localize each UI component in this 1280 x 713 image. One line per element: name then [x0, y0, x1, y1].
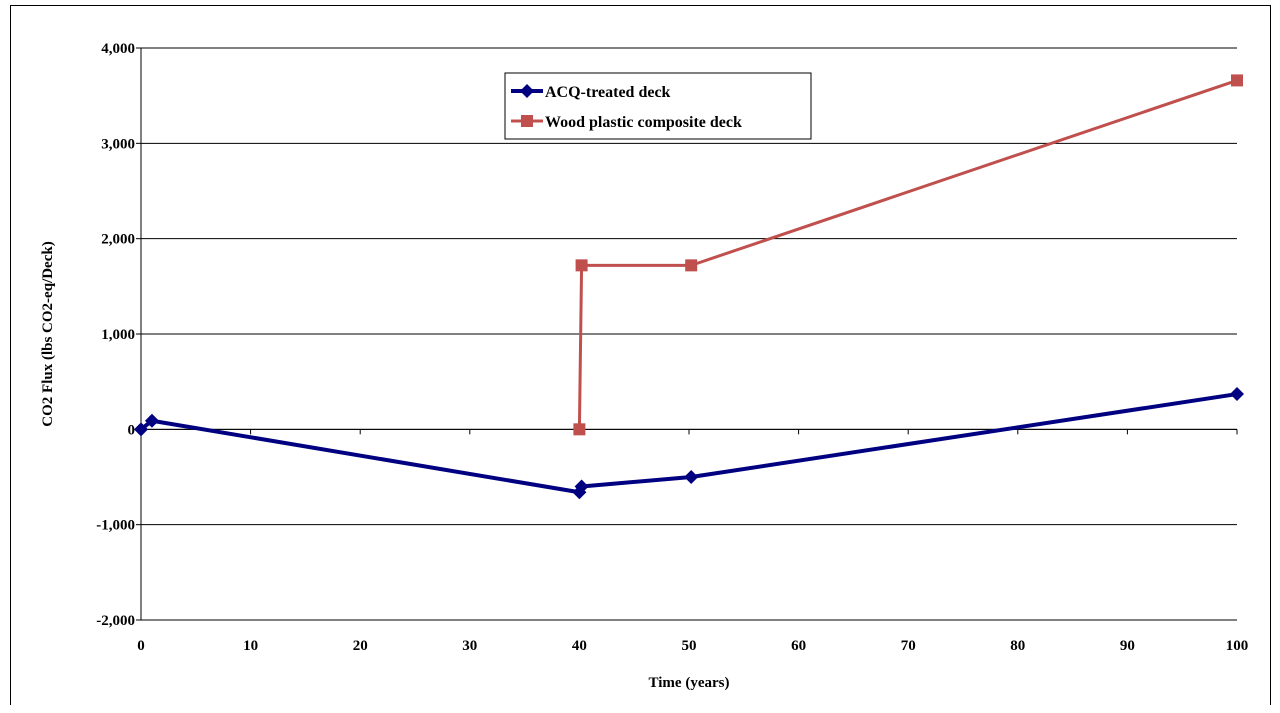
x-tick-label-8: 80	[1010, 638, 1025, 654]
y-tick-label-2: 0	[128, 422, 136, 438]
legend-swatch-marker-1	[521, 115, 533, 127]
x-tick-label-5: 50	[682, 638, 697, 654]
y-axis-title: CO2 Flux (lbs CO2-eq/Deck)	[40, 241, 56, 426]
x-tick-label-6: 60	[791, 638, 806, 654]
y-tick-label-3: 1,000	[101, 327, 135, 343]
series-group	[134, 74, 1244, 500]
series-1	[573, 74, 1243, 436]
series-0-point-4	[684, 470, 699, 484]
y-tick-label-1: -1,000	[96, 518, 135, 534]
legend-box	[504, 72, 812, 140]
series-1-line	[577, 78, 1238, 430]
x-tick-labels: 0 10 20 30 40 50 60 70 80 90 100	[137, 638, 1248, 654]
legend-swatch-marker-0	[520, 84, 534, 98]
x-tick-label-7: 70	[901, 638, 916, 654]
series-1-point-2	[685, 259, 698, 272]
series-0-point-0	[134, 422, 148, 437]
legend-label-1: Wood plastic composite deck	[545, 114, 742, 131]
series-0-point-1	[144, 413, 159, 428]
y-tick-label-4: 2,000	[101, 232, 135, 248]
series-0	[134, 387, 1244, 500]
y-tick-label-5: 3,000	[101, 136, 135, 152]
series-1-point-0	[573, 423, 586, 436]
legend-label-0: ACQ-treated deck	[545, 84, 671, 101]
y-tick-label-6: 4,000	[101, 41, 135, 57]
x-tick-label-9: 90	[1120, 638, 1135, 654]
x-tick-label-0: 0	[137, 638, 145, 654]
x-axis-title: Time (years)	[649, 675, 730, 691]
x-tick-label-3: 30	[462, 638, 477, 654]
legend-items: ACQ-treated deck Wood plastic composite d…	[511, 84, 742, 131]
x-tick-label-1: 10	[243, 638, 258, 654]
y-tick-labels: -2,000 -1,000 0 1,000 2,000 3,000 4,000	[96, 41, 135, 629]
series-1-point-1	[575, 259, 588, 272]
series-0-point-3	[574, 479, 589, 494]
x-tick-label-2: 20	[353, 638, 368, 654]
x-tick-label-4: 40	[572, 638, 587, 654]
chart-frame	[10, 5, 1271, 705]
y-tick-label-0: -2,000	[96, 613, 135, 629]
legend: ACQ-treated deck Wood plastic composite d…	[504, 72, 812, 140]
series-0-point-5	[1230, 387, 1244, 402]
x-tick-label-10: 100	[1226, 638, 1249, 654]
series-1-point-3	[1231, 74, 1243, 87]
axes	[136, 47, 1238, 621]
